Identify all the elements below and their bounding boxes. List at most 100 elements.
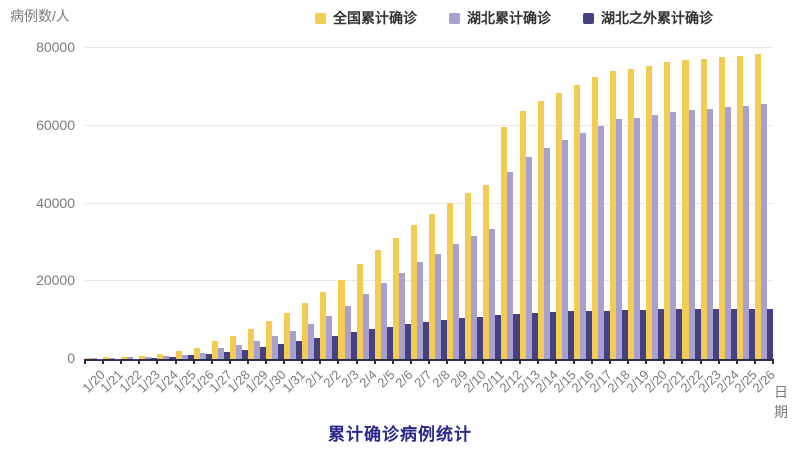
bar-2/23 bbox=[706, 109, 713, 359]
bar-group-2/4 bbox=[356, 48, 375, 359]
bar-2/21 bbox=[670, 112, 677, 359]
bar-2/26 bbox=[754, 53, 761, 359]
bar-2/12 bbox=[513, 313, 520, 359]
bar-1/27 bbox=[217, 348, 224, 359]
bar-2/17 bbox=[591, 77, 598, 359]
bar-2/6 bbox=[392, 237, 399, 359]
bar-group-2/25 bbox=[736, 48, 755, 359]
bar-2/17 bbox=[604, 310, 611, 359]
x-tick bbox=[590, 359, 593, 364]
bar-2/14 bbox=[549, 312, 556, 359]
bar-2/9 bbox=[453, 243, 460, 359]
x-tick bbox=[102, 359, 105, 364]
legend-swatch-national-icon bbox=[315, 12, 326, 24]
bar-2/10 bbox=[465, 193, 472, 359]
bar-2/13 bbox=[531, 312, 538, 359]
bar-1/24 bbox=[169, 356, 176, 359]
bar-2/8 bbox=[429, 214, 436, 359]
x-tick bbox=[772, 359, 774, 364]
bar-2/8 bbox=[441, 319, 448, 359]
y-tick-label-60000: 60000 bbox=[36, 116, 75, 133]
bar-2/16 bbox=[579, 132, 586, 359]
bar-2/16 bbox=[585, 310, 592, 359]
bar-group-2/20 bbox=[646, 48, 665, 359]
bar-2/15 bbox=[561, 140, 568, 359]
bar-1/30 bbox=[272, 336, 279, 359]
bar-group-1/25 bbox=[175, 48, 194, 359]
bar-1/28 bbox=[229, 335, 236, 359]
bar-1/29 bbox=[253, 341, 260, 359]
x-tick bbox=[717, 359, 720, 364]
x-tick bbox=[138, 359, 141, 364]
x-tick bbox=[735, 359, 738, 364]
bar-2/23 bbox=[712, 309, 719, 359]
y-tick-label-80000: 80000 bbox=[36, 39, 75, 55]
bar-group-2/22 bbox=[682, 48, 701, 359]
bar-2/1 bbox=[314, 338, 321, 359]
x-tick bbox=[699, 359, 702, 364]
bar-2/20 bbox=[652, 115, 659, 359]
bar-group-1/31 bbox=[284, 48, 303, 359]
bar-2/5 bbox=[386, 326, 393, 359]
x-tick bbox=[265, 359, 268, 364]
bar-2/4 bbox=[368, 329, 375, 359]
bar-group-2/18 bbox=[610, 48, 629, 359]
x-tick bbox=[554, 359, 557, 364]
bar-2/9 bbox=[447, 202, 454, 359]
bar-1/26 bbox=[199, 353, 206, 359]
bar-1/24 bbox=[163, 356, 170, 359]
x-tick bbox=[482, 359, 485, 364]
x-tick bbox=[156, 359, 159, 364]
bar-2/11 bbox=[483, 185, 490, 359]
bar-1/22 bbox=[121, 356, 128, 359]
bar-2/12 bbox=[507, 171, 514, 359]
x-axis-title: 日期 bbox=[774, 384, 788, 420]
bar-group-2/13 bbox=[519, 48, 538, 359]
bar-group-2/26 bbox=[754, 48, 773, 359]
bar-1/20 bbox=[85, 357, 92, 359]
bar-group-2/1 bbox=[302, 48, 321, 359]
bar-2/10 bbox=[471, 235, 478, 359]
bar-2/25 bbox=[742, 105, 749, 359]
bar-2/20 bbox=[658, 309, 665, 359]
gridline-80000 bbox=[85, 47, 773, 48]
bar-2/17 bbox=[597, 125, 604, 359]
bar-1/22 bbox=[127, 357, 134, 359]
bar-2/5 bbox=[380, 282, 387, 359]
bar-1/25 bbox=[187, 355, 194, 359]
bar-2/7 bbox=[416, 262, 423, 359]
bar-2/7 bbox=[422, 321, 429, 359]
bar-2/3 bbox=[344, 306, 351, 359]
bar-group-2/17 bbox=[591, 48, 611, 359]
x-tick bbox=[355, 359, 358, 364]
bar-2/6 bbox=[404, 323, 411, 359]
bar-1/31 bbox=[296, 340, 303, 359]
bar-1/29 bbox=[247, 329, 254, 359]
legend: 全国累计确诊 湖北累计确诊 湖北之外累计确诊 bbox=[315, 8, 713, 28]
bar-2/25 bbox=[736, 55, 743, 359]
bar-group-1/26 bbox=[193, 48, 212, 359]
x-tick bbox=[373, 359, 376, 364]
bar-2/21 bbox=[676, 309, 683, 359]
bar-1/27 bbox=[223, 352, 230, 359]
y-tick-label-20000: 20000 bbox=[36, 272, 75, 289]
y-axis-title: 病例数/人 bbox=[10, 8, 70, 24]
plot-area bbox=[84, 47, 774, 364]
bar-2/19 bbox=[634, 117, 641, 359]
x-tick bbox=[500, 359, 503, 364]
bar-group-2/5 bbox=[374, 48, 393, 359]
bar-2/4 bbox=[356, 264, 363, 359]
x-tick bbox=[174, 359, 177, 364]
bar-group-2/21 bbox=[664, 48, 683, 359]
bar-2/3 bbox=[350, 332, 357, 359]
bar-group-2/3 bbox=[338, 48, 357, 359]
bar-2/14 bbox=[537, 100, 544, 359]
bar-2/11 bbox=[495, 315, 502, 359]
bar-group-1/23 bbox=[139, 48, 158, 359]
legend-swatch-outside-hubei-icon bbox=[583, 12, 594, 24]
bar-2/3 bbox=[338, 279, 345, 359]
bar-group-1/20 bbox=[85, 48, 104, 359]
bar-2/20 bbox=[646, 65, 653, 359]
bar-1/25 bbox=[181, 354, 188, 359]
